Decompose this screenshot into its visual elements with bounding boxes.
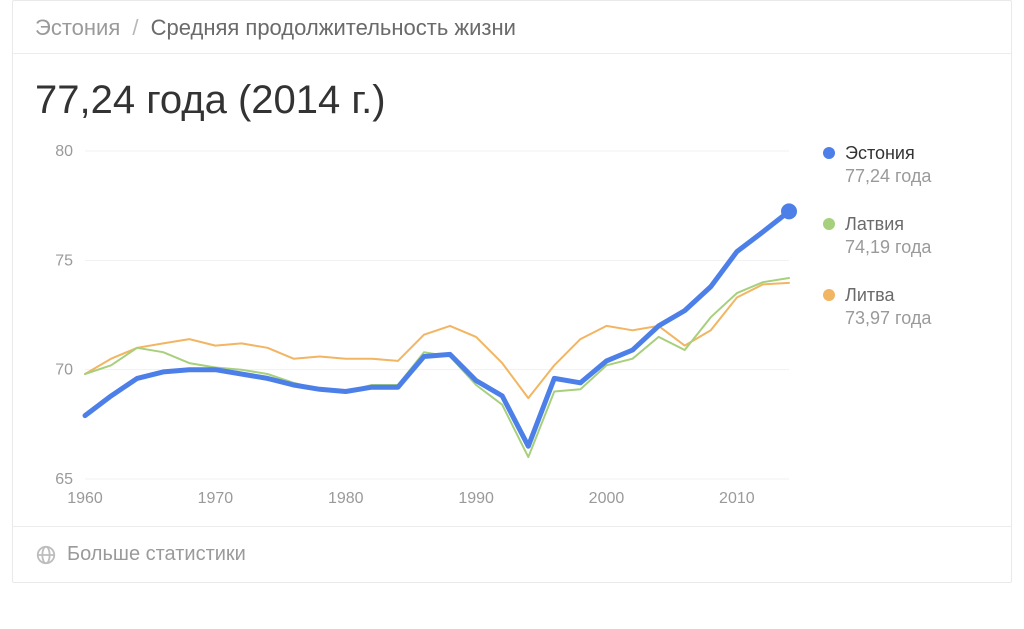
stats-card: Эстония / Средняя продолжительность жизн… <box>12 0 1012 583</box>
legend-item-estonia[interactable]: Эстония 77,24 года <box>823 142 989 187</box>
headline-value: 77,24 года (2014 г.) <box>35 78 805 123</box>
chart-wrap: 65 70 75 80 1960 1970 1980 1990 2000 2010 <box>35 141 805 516</box>
x-tick-label: 1990 <box>458 490 494 507</box>
breadcrumb: Эстония / Средняя продолжительность жизн… <box>13 1 1011 54</box>
legend-swatch-lithuania <box>823 289 835 301</box>
legend-swatch-latvia <box>823 218 835 230</box>
more-stats-label: Больше статистики <box>67 543 246 566</box>
legend-value-lithuania: 73,97 года <box>845 308 931 328</box>
legend-name-latvia: Латвия <box>845 214 904 234</box>
x-tick-label: 2000 <box>589 490 625 507</box>
globe-icon <box>35 544 57 566</box>
main-area: 77,24 года (2014 г.) 65 70 75 80 1960 1970 198… <box>13 54 1011 526</box>
y-tick-label: 70 <box>55 362 73 379</box>
x-tick-label: 1970 <box>198 490 234 507</box>
legend-value-estonia: 77,24 года <box>845 166 931 186</box>
chart-column: 77,24 года (2014 г.) 65 70 75 80 1960 1970 198… <box>35 72 805 516</box>
series-lithuania[interactable] <box>85 283 789 398</box>
legend-item-latvia[interactable]: Латвия 74,19 года <box>823 213 989 258</box>
legend-value-latvia: 74,19 года <box>845 237 931 257</box>
x-tick-label: 2010 <box>719 490 755 507</box>
more-stats-link[interactable]: Больше статистики <box>13 526 1011 582</box>
legend-swatch-estonia <box>823 147 835 159</box>
x-tick-label: 1960 <box>67 490 103 507</box>
breadcrumb-root[interactable]: Эстония <box>35 15 120 40</box>
legend-name-lithuania: Литва <box>845 285 894 305</box>
y-tick-label: 75 <box>55 252 73 269</box>
x-tick-label: 1980 <box>328 490 364 507</box>
y-tick-label: 80 <box>55 143 73 160</box>
legend-item-lithuania[interactable]: Литва 73,97 года <box>823 284 989 329</box>
breadcrumb-current: Средняя продолжительность жизни <box>151 15 516 40</box>
line-chart[interactable]: 65 70 75 80 1960 1970 1980 1990 2000 2010 <box>35 141 805 511</box>
series-estonia[interactable] <box>85 211 789 446</box>
series-estonia-end-marker[interactable] <box>781 203 797 219</box>
y-tick-label: 65 <box>55 471 73 488</box>
breadcrumb-separator: / <box>132 15 138 40</box>
legend-name-estonia: Эстония <box>845 143 915 163</box>
legend: Эстония 77,24 года Латвия 74,19 года Литва 73… <box>805 72 989 516</box>
